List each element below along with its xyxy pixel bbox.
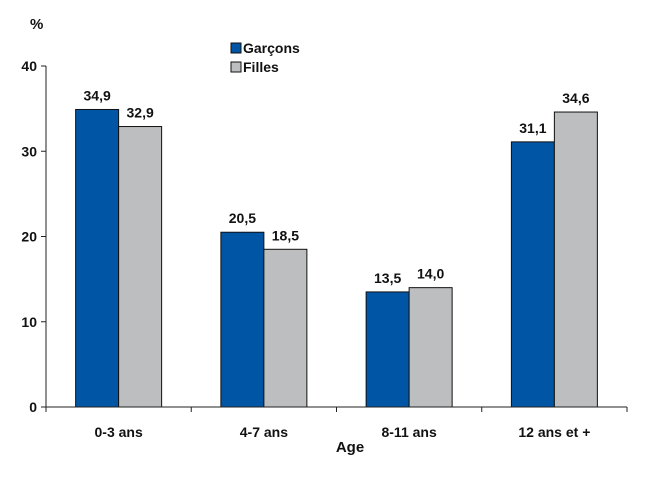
y-axis-title: % <box>30 16 43 33</box>
y-tick-label: 30 <box>21 143 37 159</box>
x-tick-label: 8-11 ans <box>381 424 436 440</box>
bar-filles <box>263 248 308 408</box>
data-label: 34,6 <box>562 90 589 106</box>
data-label: 14,0 <box>417 266 444 282</box>
data-label: 34,9 <box>84 87 111 103</box>
y-tick-label: 10 <box>21 314 37 330</box>
data-label: 13,5 <box>374 270 401 286</box>
bar-filles <box>553 111 598 408</box>
bar-filles <box>408 287 453 408</box>
x-tick-label: 0-3 ans <box>95 424 143 440</box>
legend-swatch <box>230 42 242 54</box>
data-label: 31,1 <box>519 120 546 136</box>
bar-garcons <box>75 108 120 408</box>
legend-label: Filles <box>243 59 279 75</box>
x-axis: 0-3 ans 4-7 ans 8-11 ans 12 ans et + <box>45 406 628 440</box>
bar-garcons <box>365 291 410 408</box>
legend: Garçons Filles <box>230 40 300 75</box>
y-tick-label: 40 <box>21 58 37 74</box>
data-label: 32,9 <box>127 105 154 121</box>
data-label: 20,5 <box>229 210 256 226</box>
legend-swatch <box>230 61 242 73</box>
bar-garcons <box>510 141 555 408</box>
bar-garcons <box>220 231 265 408</box>
bar-filles <box>118 126 163 408</box>
y-tick-label: 20 <box>21 229 37 245</box>
legend-label: Garçons <box>243 40 300 56</box>
data-label: 18,5 <box>272 227 299 243</box>
x-tick-label: 4-7 ans <box>240 424 288 440</box>
y-axis: 0 10 20 30 40 <box>21 58 47 415</box>
x-axis-title: Age <box>336 439 364 456</box>
plot-area: 34,9 32,9 20,5 18,5 13,5 14,0 31,1 34,6 <box>75 87 598 408</box>
x-tick-label: 12 ans et + <box>518 424 590 440</box>
y-tick-label: 0 <box>29 399 37 415</box>
